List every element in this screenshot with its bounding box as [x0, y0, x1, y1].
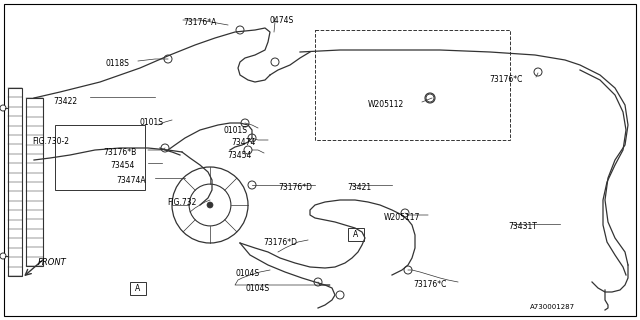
Circle shape [248, 134, 256, 142]
Text: 73454: 73454 [227, 151, 252, 160]
Circle shape [0, 105, 6, 111]
Text: A: A [136, 284, 141, 293]
Text: 73431T: 73431T [508, 222, 537, 231]
Bar [26, 98, 43, 266]
Text: 0101S: 0101S [139, 118, 163, 127]
Text: FIG.730-2: FIG.730-2 [32, 137, 69, 146]
Text: 73474: 73474 [231, 138, 255, 147]
Bar [130, 282, 146, 295]
Text: 73176*D: 73176*D [278, 183, 312, 192]
Text: 73176*C: 73176*C [413, 280, 446, 289]
Text: 0101S: 0101S [223, 126, 247, 135]
Circle shape [534, 68, 542, 76]
Text: 73176*D: 73176*D [263, 238, 297, 247]
Text: W205112: W205112 [368, 100, 404, 109]
Text: 73422: 73422 [53, 97, 77, 106]
Circle shape [0, 253, 6, 259]
Circle shape [425, 93, 435, 103]
Text: A: A [353, 230, 358, 239]
Circle shape [236, 26, 244, 34]
Text: 0104S: 0104S [236, 269, 260, 278]
Circle shape [314, 278, 322, 286]
Text: 73454: 73454 [110, 161, 134, 170]
Text: 0104S: 0104S [246, 284, 270, 293]
Text: 0474S: 0474S [270, 16, 294, 25]
Bar [315, 30, 510, 140]
Text: 73176*A: 73176*A [183, 18, 216, 27]
Circle shape [241, 119, 249, 127]
Circle shape [535, 69, 541, 75]
Circle shape [207, 202, 213, 208]
Bar [55, 125, 145, 190]
Circle shape [161, 144, 169, 152]
Circle shape [164, 55, 172, 63]
Text: A730001287: A730001287 [530, 304, 575, 310]
Text: 73176*C: 73176*C [489, 75, 522, 84]
Circle shape [401, 209, 409, 217]
Text: FIG.732: FIG.732 [167, 198, 196, 207]
Bar [348, 228, 364, 241]
Circle shape [172, 167, 248, 243]
Circle shape [404, 266, 412, 274]
Text: 0118S: 0118S [105, 59, 129, 68]
Text: 73176*B: 73176*B [103, 148, 136, 157]
Circle shape [244, 146, 252, 154]
Text: W205117: W205117 [384, 213, 420, 222]
Circle shape [248, 181, 256, 189]
Text: FRONT: FRONT [38, 258, 67, 267]
Circle shape [271, 58, 279, 66]
Circle shape [189, 184, 231, 226]
Circle shape [426, 94, 434, 102]
Text: 73474A: 73474A [116, 176, 146, 185]
Text: 73421: 73421 [347, 183, 371, 192]
Circle shape [336, 291, 344, 299]
Bar [8, 88, 22, 276]
